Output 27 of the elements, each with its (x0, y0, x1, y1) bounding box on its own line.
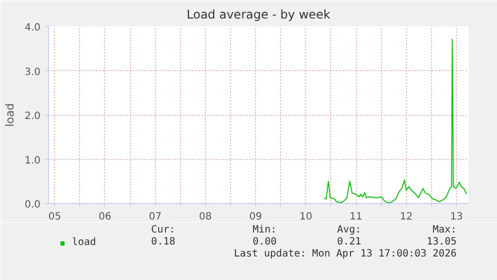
y-tick-label: 0.0 (24, 200, 41, 210)
text: 0.21 (337, 236, 362, 248)
x-tick-label: 12 (400, 212, 413, 222)
y-axis-title: load (4, 103, 17, 127)
line-series (324, 38, 468, 204)
x-tick-label: 05 (48, 212, 62, 222)
x-tick-label: 08 (199, 212, 212, 222)
text: 0.00 (252, 236, 277, 248)
legend-label: load (72, 237, 96, 248)
text: 0.18 (151, 236, 176, 248)
y-tick-label: 2.0 (24, 111, 41, 122)
text: 13.05 (426, 236, 457, 248)
y-tick-label: 1.0 (24, 155, 41, 166)
x-tick-label: 13 (450, 212, 463, 222)
text: Max: (432, 224, 457, 236)
text: Last update: Mon Apr 13 17:00:03 2026 (234, 248, 457, 260)
y-tick-label: 4.0 (24, 22, 41, 34)
x-tick-label: 10 (299, 212, 312, 222)
y-tick-label: 3.0 (24, 66, 41, 78)
x-tick-label: 07 (148, 212, 162, 222)
x-tick-label: 11 (350, 212, 362, 222)
text: Cur: (151, 224, 176, 236)
chart-title: Load average - by week (186, 8, 330, 22)
text: Avg: (337, 224, 362, 236)
text: Min: (252, 224, 277, 236)
x-tick-label: 09 (249, 212, 262, 222)
x-tick-label: 06 (98, 212, 112, 222)
